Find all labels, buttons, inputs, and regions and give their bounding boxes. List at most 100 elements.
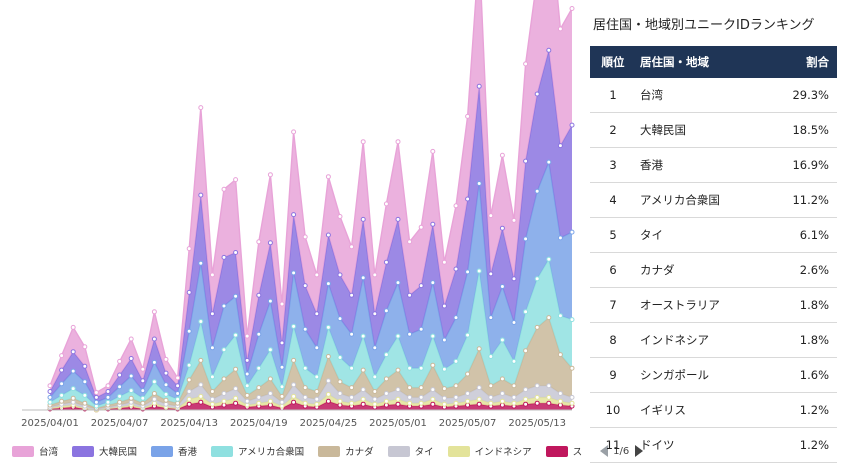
data-point[interactable] — [546, 383, 552, 389]
data-point[interactable] — [465, 332, 471, 338]
data-point[interactable] — [476, 181, 482, 186]
data-point[interactable] — [430, 280, 436, 286]
data-point[interactable] — [372, 311, 378, 317]
data-point[interactable] — [407, 385, 413, 391]
data-point[interactable] — [557, 26, 563, 32]
data-point[interactable] — [267, 391, 273, 396]
data-point[interactable] — [441, 259, 447, 265]
data-point[interactable] — [186, 362, 192, 368]
data-point[interactable] — [453, 383, 459, 389]
data-point[interactable] — [93, 390, 99, 395]
data-point[interactable] — [82, 392, 88, 398]
data-point[interactable] — [291, 399, 297, 405]
data-point[interactable] — [441, 395, 447, 401]
data-point[interactable] — [233, 366, 239, 372]
data-point[interactable] — [105, 399, 111, 405]
data-point[interactable] — [314, 389, 320, 394]
data-point[interactable] — [256, 239, 262, 245]
data-point[interactable] — [151, 336, 157, 342]
data-point[interactable] — [151, 309, 157, 315]
data-point[interactable] — [279, 384, 285, 390]
data-point[interactable] — [140, 388, 146, 394]
data-point[interactable] — [523, 401, 529, 407]
data-point[interactable] — [128, 336, 134, 342]
data-point[interactable] — [523, 348, 529, 354]
data-point[interactable] — [140, 366, 146, 372]
data-point[interactable] — [186, 289, 192, 295]
data-point[interactable] — [569, 365, 575, 371]
data-point[interactable] — [267, 298, 273, 304]
data-point[interactable] — [279, 301, 285, 307]
data-point[interactable] — [186, 396, 192, 402]
data-point[interactable] — [175, 383, 181, 389]
data-point[interactable] — [314, 396, 320, 402]
data-point[interactable] — [198, 319, 204, 324]
data-point[interactable] — [244, 333, 250, 339]
data-point[interactable] — [209, 374, 215, 380]
data-point[interactable] — [105, 383, 111, 389]
data-point[interactable] — [221, 186, 227, 192]
data-point[interactable] — [383, 308, 389, 314]
data-point[interactable] — [117, 358, 123, 364]
data-point[interactable] — [244, 371, 250, 377]
data-point[interactable] — [256, 365, 262, 371]
data-point[interactable] — [233, 177, 239, 183]
data-point[interactable] — [441, 401, 447, 407]
data-point[interactable] — [372, 389, 378, 394]
data-point[interactable] — [360, 367, 366, 373]
data-point[interactable] — [511, 358, 517, 364]
data-point[interactable] — [546, 256, 552, 262]
data-point[interactable] — [534, 383, 540, 389]
data-point[interactable] — [395, 396, 401, 402]
data-point[interactable] — [569, 317, 575, 323]
data-point[interactable] — [198, 393, 204, 399]
data-point[interactable] — [383, 376, 389, 382]
data-point[interactable] — [221, 347, 227, 353]
data-point[interactable] — [82, 363, 88, 369]
data-point[interactable] — [279, 364, 285, 370]
data-point[interactable] — [151, 359, 157, 365]
data-point[interactable] — [523, 396, 529, 402]
data-point[interactable] — [70, 395, 76, 401]
data-point[interactable] — [499, 337, 505, 343]
data-point[interactable] — [383, 391, 389, 396]
data-point[interactable] — [488, 271, 494, 277]
data-point[interactable] — [453, 400, 459, 406]
data-point[interactable] — [233, 400, 239, 406]
data-point[interactable] — [453, 394, 459, 400]
data-point[interactable] — [151, 400, 157, 406]
data-point[interactable] — [175, 400, 181, 406]
data-point[interactable] — [267, 172, 273, 178]
data-point[interactable] — [546, 400, 552, 406]
data-point[interactable] — [465, 391, 471, 396]
data-point[interactable] — [418, 385, 424, 391]
data-point[interactable] — [59, 353, 65, 359]
data-point[interactable] — [476, 268, 482, 274]
data-point[interactable] — [337, 398, 343, 404]
data-point[interactable] — [325, 378, 331, 384]
data-point[interactable] — [70, 399, 76, 405]
data-point[interactable] — [349, 400, 355, 406]
data-point[interactable] — [453, 358, 459, 364]
data-point[interactable] — [360, 216, 366, 222]
legend-item[interactable]: ス — [545, 444, 582, 458]
data-point[interactable] — [291, 212, 297, 218]
data-point[interactable] — [430, 221, 436, 227]
data-point[interactable] — [337, 272, 343, 278]
data-point[interactable] — [430, 148, 436, 154]
data-point[interactable] — [337, 214, 343, 219]
data-point[interactable] — [140, 400, 146, 406]
data-point[interactable] — [407, 239, 413, 245]
data-point[interactable] — [383, 352, 389, 358]
data-point[interactable] — [465, 371, 471, 377]
data-point[interactable] — [209, 401, 215, 407]
data-point[interactable] — [291, 270, 297, 276]
data-point[interactable] — [360, 139, 366, 145]
data-point[interactable] — [209, 345, 215, 351]
data-point[interactable] — [47, 394, 53, 400]
data-point[interactable] — [523, 387, 529, 393]
data-point[interactable] — [523, 61, 529, 67]
data-point[interactable] — [534, 324, 540, 330]
data-point[interactable] — [383, 201, 389, 207]
data-point[interactable] — [418, 394, 424, 400]
